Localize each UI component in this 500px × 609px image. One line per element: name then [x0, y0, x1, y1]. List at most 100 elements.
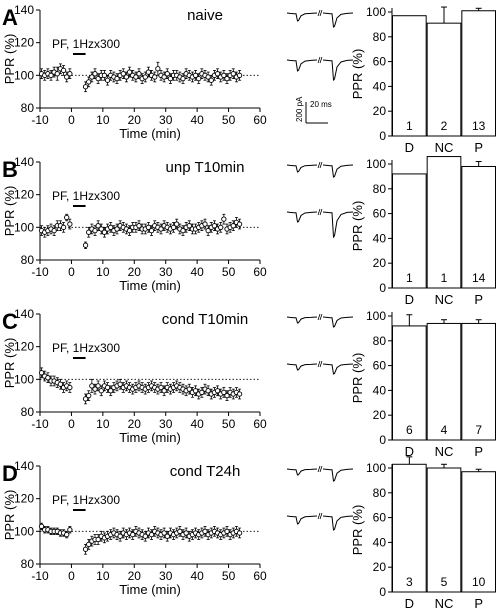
bar-y-tick-label: 100	[366, 5, 386, 19]
data-point	[142, 74, 148, 80]
bar-y-tick-label: 20	[373, 256, 387, 270]
x-tick-label: 20	[128, 417, 142, 431]
y-tick-label: 140	[14, 3, 34, 17]
data-point	[120, 71, 126, 77]
data-point	[82, 84, 89, 90]
example-trace-before-break-mark	[317, 9, 321, 17]
data-point	[230, 71, 236, 77]
data-point	[101, 72, 108, 78]
data-point	[224, 528, 230, 534]
data-point	[82, 546, 89, 552]
data-point	[45, 375, 51, 381]
y-tick-label: 100	[14, 372, 34, 386]
data-point	[214, 71, 221, 77]
data-point	[95, 75, 101, 82]
data-point	[205, 227, 211, 234]
data-point	[161, 388, 167, 394]
bar-n-label: 14	[472, 271, 486, 285]
condition-title: cond T24h	[170, 463, 241, 480]
bar-y-tick-label: 40	[373, 535, 387, 549]
data-point	[92, 386, 98, 392]
y-axis-title: PPR (%)	[2, 34, 17, 85]
scale-bar-time-label: 20 ms	[310, 100, 332, 109]
data-point	[148, 227, 155, 234]
x-tick-label: 20	[128, 569, 142, 583]
x-tick-label: 0	[68, 113, 75, 127]
data-point	[177, 528, 183, 534]
condition-title: cond T10min	[162, 311, 248, 328]
data-point	[211, 223, 218, 229]
data-point	[186, 223, 192, 229]
y-axis-title: PPR (%)	[2, 490, 17, 541]
bar-d	[392, 463, 427, 593]
bar-y-tick-label: 20	[373, 560, 387, 574]
data-point	[98, 226, 104, 232]
data-point	[170, 224, 177, 230]
data-point	[230, 223, 236, 229]
x-tick-label: -10	[31, 417, 49, 431]
bar-category-label: P	[474, 444, 483, 459]
data-point	[221, 216, 227, 222]
y-axis-title: PPR (%)	[2, 186, 17, 237]
bar-category-label: D	[405, 292, 414, 307]
data-point	[192, 72, 199, 78]
example-trace-after-second-response	[322, 59, 354, 82]
x-tick-label: 40	[190, 569, 204, 583]
data-point	[199, 389, 205, 396]
data-point	[104, 384, 111, 391]
example-trace-before-first-response	[286, 164, 318, 173]
data-point	[136, 71, 142, 77]
x-tick-label: 30	[159, 113, 173, 127]
bar-y-tick-label: 80	[373, 486, 387, 500]
stimulation-label: PF, 1Hzx300	[52, 493, 120, 507]
x-tick-label: 40	[190, 113, 204, 127]
example-trace-before-first-response	[286, 468, 318, 476]
x-tick-label: -10	[31, 265, 49, 279]
data-point	[82, 242, 89, 248]
bar-p	[461, 10, 497, 137]
data-point	[186, 386, 192, 392]
y-tick-label: 100	[14, 220, 34, 234]
data-point	[123, 74, 130, 80]
bar-y-tick-label: 60	[373, 359, 387, 373]
data-point	[202, 221, 208, 227]
bar-category-label: NC	[435, 444, 454, 459]
bar-nc	[426, 156, 462, 289]
bar-category-label: P	[474, 596, 483, 609]
data-point	[86, 541, 92, 548]
example-trace-after-break-mark	[319, 208, 323, 216]
data-point	[48, 72, 54, 78]
data-point	[126, 227, 133, 234]
x-tick-label: 60	[253, 417, 267, 431]
bar-y-tick-label: 60	[373, 55, 387, 69]
bar-y-tick-label: 0	[379, 281, 386, 295]
y-tick-label: 120	[14, 340, 34, 354]
data-point	[86, 393, 92, 399]
data-point	[202, 528, 208, 534]
data-point	[60, 224, 67, 230]
panel-letter: C	[2, 309, 18, 334]
example-trace-before-break-mark	[317, 161, 321, 169]
bar-n-label: 3	[406, 575, 413, 589]
data-point	[95, 536, 101, 543]
trace-scale-bar: 200 pA 20 ms	[295, 96, 332, 124]
data-point	[54, 71, 60, 77]
data-point	[205, 388, 211, 394]
data-point	[117, 381, 123, 387]
bar-y-axis-title: PPR (%)	[350, 201, 365, 252]
x-tick-label: 0	[68, 417, 75, 431]
data-point	[164, 71, 170, 77]
y-tick-label: 120	[14, 36, 34, 50]
x-tick-label: 10	[96, 569, 110, 583]
bar-y-axis-title: PPR (%)	[350, 505, 365, 556]
x-tick-label: 60	[253, 113, 267, 127]
bar-y-tick-label: 100	[366, 157, 386, 171]
data-point	[142, 533, 148, 539]
data-point	[155, 66, 161, 72]
condition-title: naive	[187, 7, 223, 24]
data-point	[86, 229, 92, 235]
example-trace-before-second-response	[322, 468, 354, 482]
